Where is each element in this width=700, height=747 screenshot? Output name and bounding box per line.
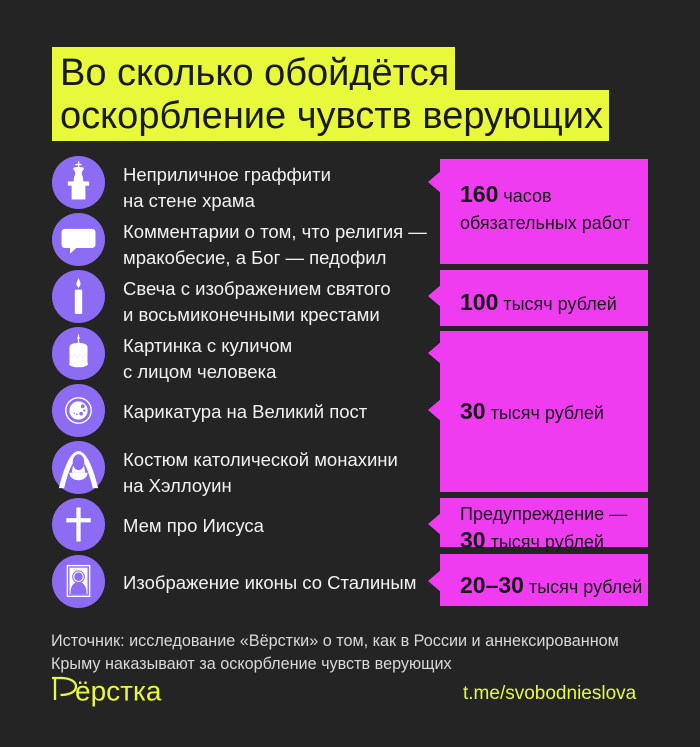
svg-text:ёрстка: ёрстка — [75, 676, 162, 707]
